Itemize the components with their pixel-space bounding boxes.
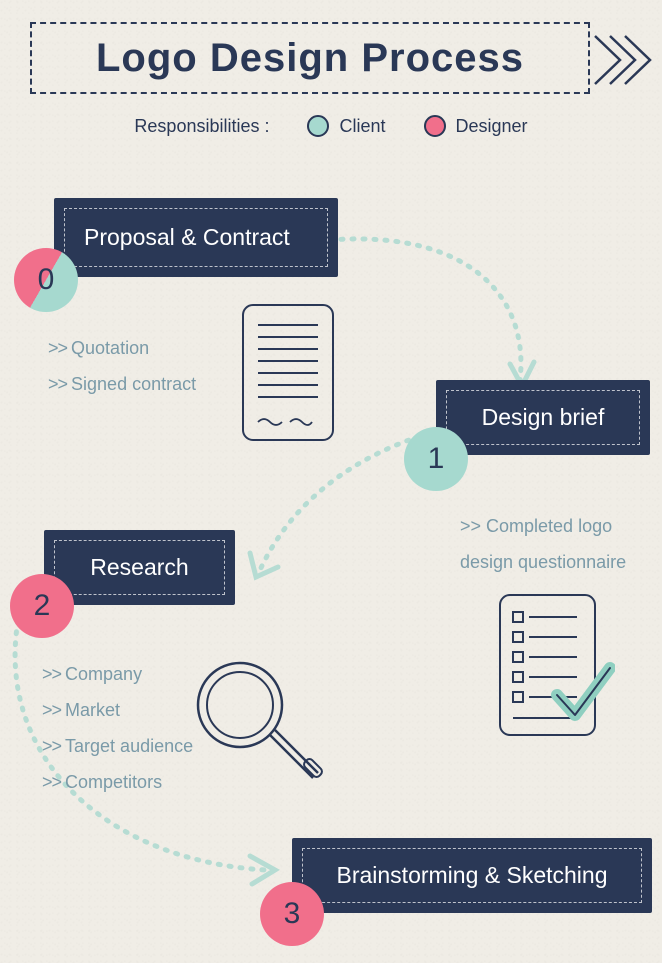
client-dot-icon [307,115,329,137]
legend-client-label: Client [339,116,385,137]
bullet-item: >> Completed logo design questionnaire [460,508,650,580]
designer-dot-icon [424,115,446,137]
document-icon [238,300,338,445]
legend-designer: Designer [424,115,528,137]
legend-label: Responsibilities : [134,116,269,137]
step-3-number: 3 [260,882,324,946]
step-1-title: Design brief [482,404,605,430]
step-2-bullets: Company Market Target audience Competito… [42,656,193,800]
page-title: Logo Design Process [96,36,524,81]
step-2-number: 2 [10,574,74,638]
checklist-icon [495,590,615,740]
step-3-title: Brainstorming & Sketching [336,862,607,888]
step-0-box: Proposal & Contract [54,198,338,277]
legend: Responsibilities : Client Designer [0,115,662,137]
step-0-bullets: Quotation Signed contract [48,330,196,402]
step-2-title: Research [90,554,188,580]
magnifier-icon [185,650,335,800]
bullet-item: Company [42,656,193,692]
step-1-bullets: >> Completed logo design questionnaire [460,508,650,580]
title-container: Logo Design Process [30,22,590,94]
bullet-item: Market [42,692,193,728]
step-1-number: 1 [404,427,468,491]
bullet-item: Target audience [42,728,193,764]
step-0-number: 0 [14,248,78,312]
bullet-item: Signed contract [48,366,196,402]
bullet-item: Competitors [42,764,193,800]
step-0-title: Proposal & Contract [84,224,290,250]
step-2-box: Research [44,530,235,605]
step-1-box: Design brief [436,380,650,455]
step-3-box: Brainstorming & Sketching [292,838,652,913]
bullet-item: Quotation [48,330,196,366]
chevrons-icon [592,30,662,90]
legend-client: Client [307,115,385,137]
legend-designer-label: Designer [456,116,528,137]
